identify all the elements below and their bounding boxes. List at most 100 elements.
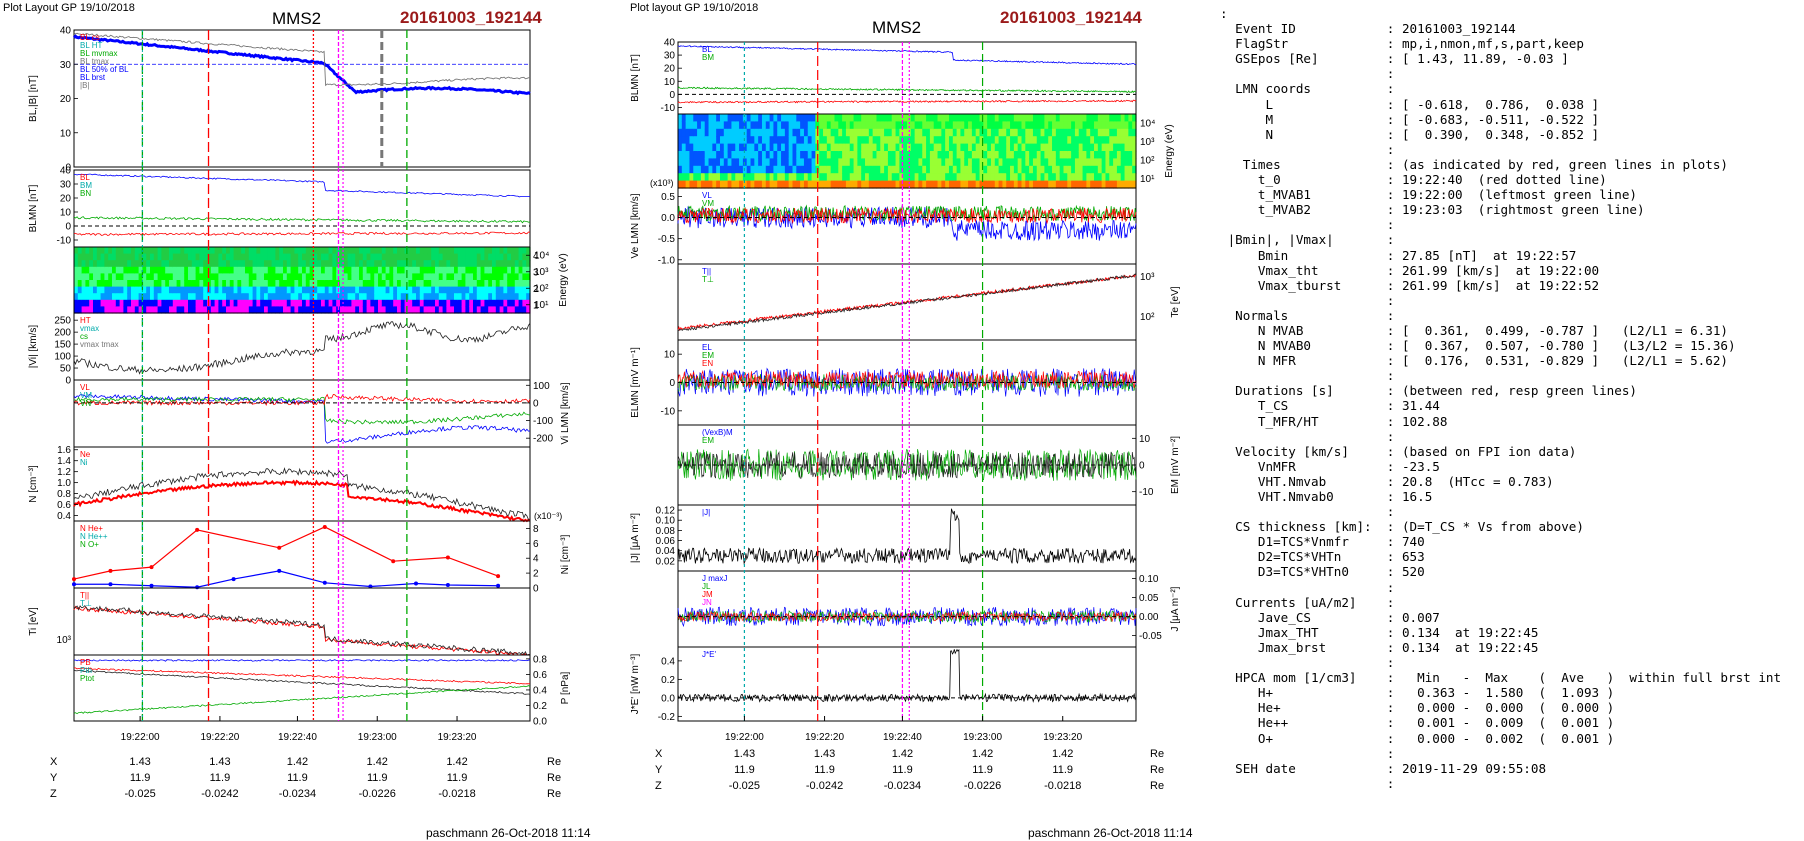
spectrogram-cell	[865, 158, 870, 167]
spectrogram-cell	[362, 306, 368, 314]
spectrogram-cell	[1010, 158, 1015, 167]
left-panel-2-ylabel: Energy (eV)	[558, 253, 569, 306]
spectrogram-cell	[865, 180, 870, 189]
spectrogram-cell	[351, 299, 356, 307]
spectrogram-cell	[1025, 114, 1030, 122]
spectrogram-cell	[127, 306, 132, 314]
spectrogram-cell	[918, 158, 923, 167]
spectrogram-cell	[123, 299, 128, 307]
spectrogram-cell	[708, 114, 713, 122]
spectrogram-cell	[328, 247, 333, 255]
spectrogram-cell	[1082, 136, 1087, 145]
spectrogram-cell	[948, 128, 954, 137]
spectrogram-cell	[746, 128, 752, 137]
spectrogram-cell	[1078, 158, 1084, 167]
spectrogram-cell	[1074, 136, 1080, 145]
spectrogram-cell	[990, 151, 996, 159]
spectrogram-cell	[267, 266, 273, 274]
info-line: VnMFR : -23.5	[1220, 458, 1440, 474]
middle-panel-15-ytick-label: 0.12	[656, 506, 676, 517]
spectrogram-cell	[279, 260, 284, 268]
spectrogram-cell	[241, 299, 246, 307]
spectrogram-cell	[792, 128, 797, 137]
spectrogram-cell	[108, 299, 113, 307]
spectrogram-cell	[872, 158, 878, 167]
spectrogram-cell	[887, 136, 893, 145]
spectrogram-cell	[74, 260, 79, 268]
spectrogram-cell	[708, 121, 713, 130]
spectrogram-cell	[81, 280, 86, 288]
spectrogram-cell	[492, 286, 497, 294]
spectrogram-cell	[735, 121, 740, 130]
middle-plot-header: Plot layout GP 19/10/2018	[630, 2, 759, 14]
spectrogram-cell	[480, 306, 485, 314]
left-panel-1-series-bn	[73, 231, 531, 236]
spectrogram-cell	[1059, 136, 1065, 145]
ephemeris-middle-cell: 1.43	[733, 748, 756, 760]
spectrogram-cell	[260, 247, 265, 255]
spectrogram-cell	[427, 299, 432, 307]
ephemeris-middle-cell: 11.9	[972, 764, 993, 776]
spectrogram-cell	[488, 247, 493, 255]
spectrogram-cell	[328, 293, 333, 301]
spectrogram-cell	[340, 266, 345, 274]
spectrogram-cell	[750, 173, 755, 182]
spectrogram-cell	[279, 286, 284, 294]
spectrogram-cell	[681, 173, 687, 182]
spectrogram-cell	[853, 151, 858, 159]
spectrogram-cell	[408, 253, 413, 261]
spectrogram-cell	[169, 273, 174, 281]
spectrogram-cell	[131, 266, 136, 274]
spectrogram-cell	[1010, 173, 1015, 182]
spectrogram-cell	[1063, 128, 1068, 137]
spectrogram-cell	[457, 266, 463, 274]
spectrogram-cell	[180, 293, 185, 301]
spectrogram-cell	[169, 306, 174, 314]
spectrogram-cell	[899, 151, 904, 159]
spectrogram-cell	[750, 158, 755, 167]
spectrogram-cell	[389, 280, 394, 288]
spectrogram-cell	[887, 143, 893, 152]
spectrogram-cell	[77, 260, 83, 268]
spectrogram-cell	[922, 128, 927, 137]
spectrogram-cell	[100, 299, 105, 307]
middle-panel-17-frame	[677, 646, 1137, 722]
spectrogram-cell	[990, 136, 996, 145]
spectrogram-cell	[945, 158, 950, 167]
spectrogram-cell	[918, 173, 923, 182]
spectrogram-cell	[457, 299, 463, 307]
spectrogram-cell	[845, 158, 851, 167]
ephemeris-left-cell: -0.0218	[438, 788, 476, 800]
spectrogram-cell	[1128, 151, 1133, 159]
spectrogram-cell	[1113, 180, 1118, 189]
spectrogram-cell	[180, 280, 185, 288]
spectrogram-cell	[138, 266, 143, 274]
spectrogram-cell	[427, 280, 432, 288]
spectrogram-cell	[275, 306, 280, 314]
spectrogram-cell	[324, 293, 330, 301]
left-panel-2-ytick-label: 1	[533, 300, 539, 311]
spectrogram-cell	[697, 136, 702, 145]
spectrogram-cell	[1048, 114, 1053, 122]
spectrogram-cell	[248, 247, 254, 255]
spectrogram-cell	[260, 253, 265, 261]
spectrogram-cell	[397, 266, 402, 274]
spectrogram-cell	[781, 165, 786, 174]
spectrogram-cell	[214, 273, 219, 281]
spectrogram-cell	[294, 299, 299, 307]
spectrogram-cell	[1059, 128, 1065, 137]
spectrogram-cell	[522, 286, 527, 294]
spectrogram-cell	[450, 253, 455, 261]
spectrogram-cell	[792, 136, 797, 145]
spectrogram-cell	[1074, 165, 1080, 174]
spectrogram-cell	[960, 136, 965, 145]
spectrogram-cell	[1105, 128, 1110, 137]
spectrogram-cell	[1010, 128, 1015, 137]
spectrogram-cell	[226, 293, 231, 301]
info-line: LMN coords :	[1220, 81, 1395, 97]
spectrogram-cell	[1094, 143, 1099, 152]
spectrogram-cell	[237, 273, 242, 281]
spectrogram-cell	[754, 165, 759, 174]
spectrogram-cell	[343, 306, 349, 314]
info-line: Durations [s] : (between red, resp green…	[1220, 383, 1638, 399]
